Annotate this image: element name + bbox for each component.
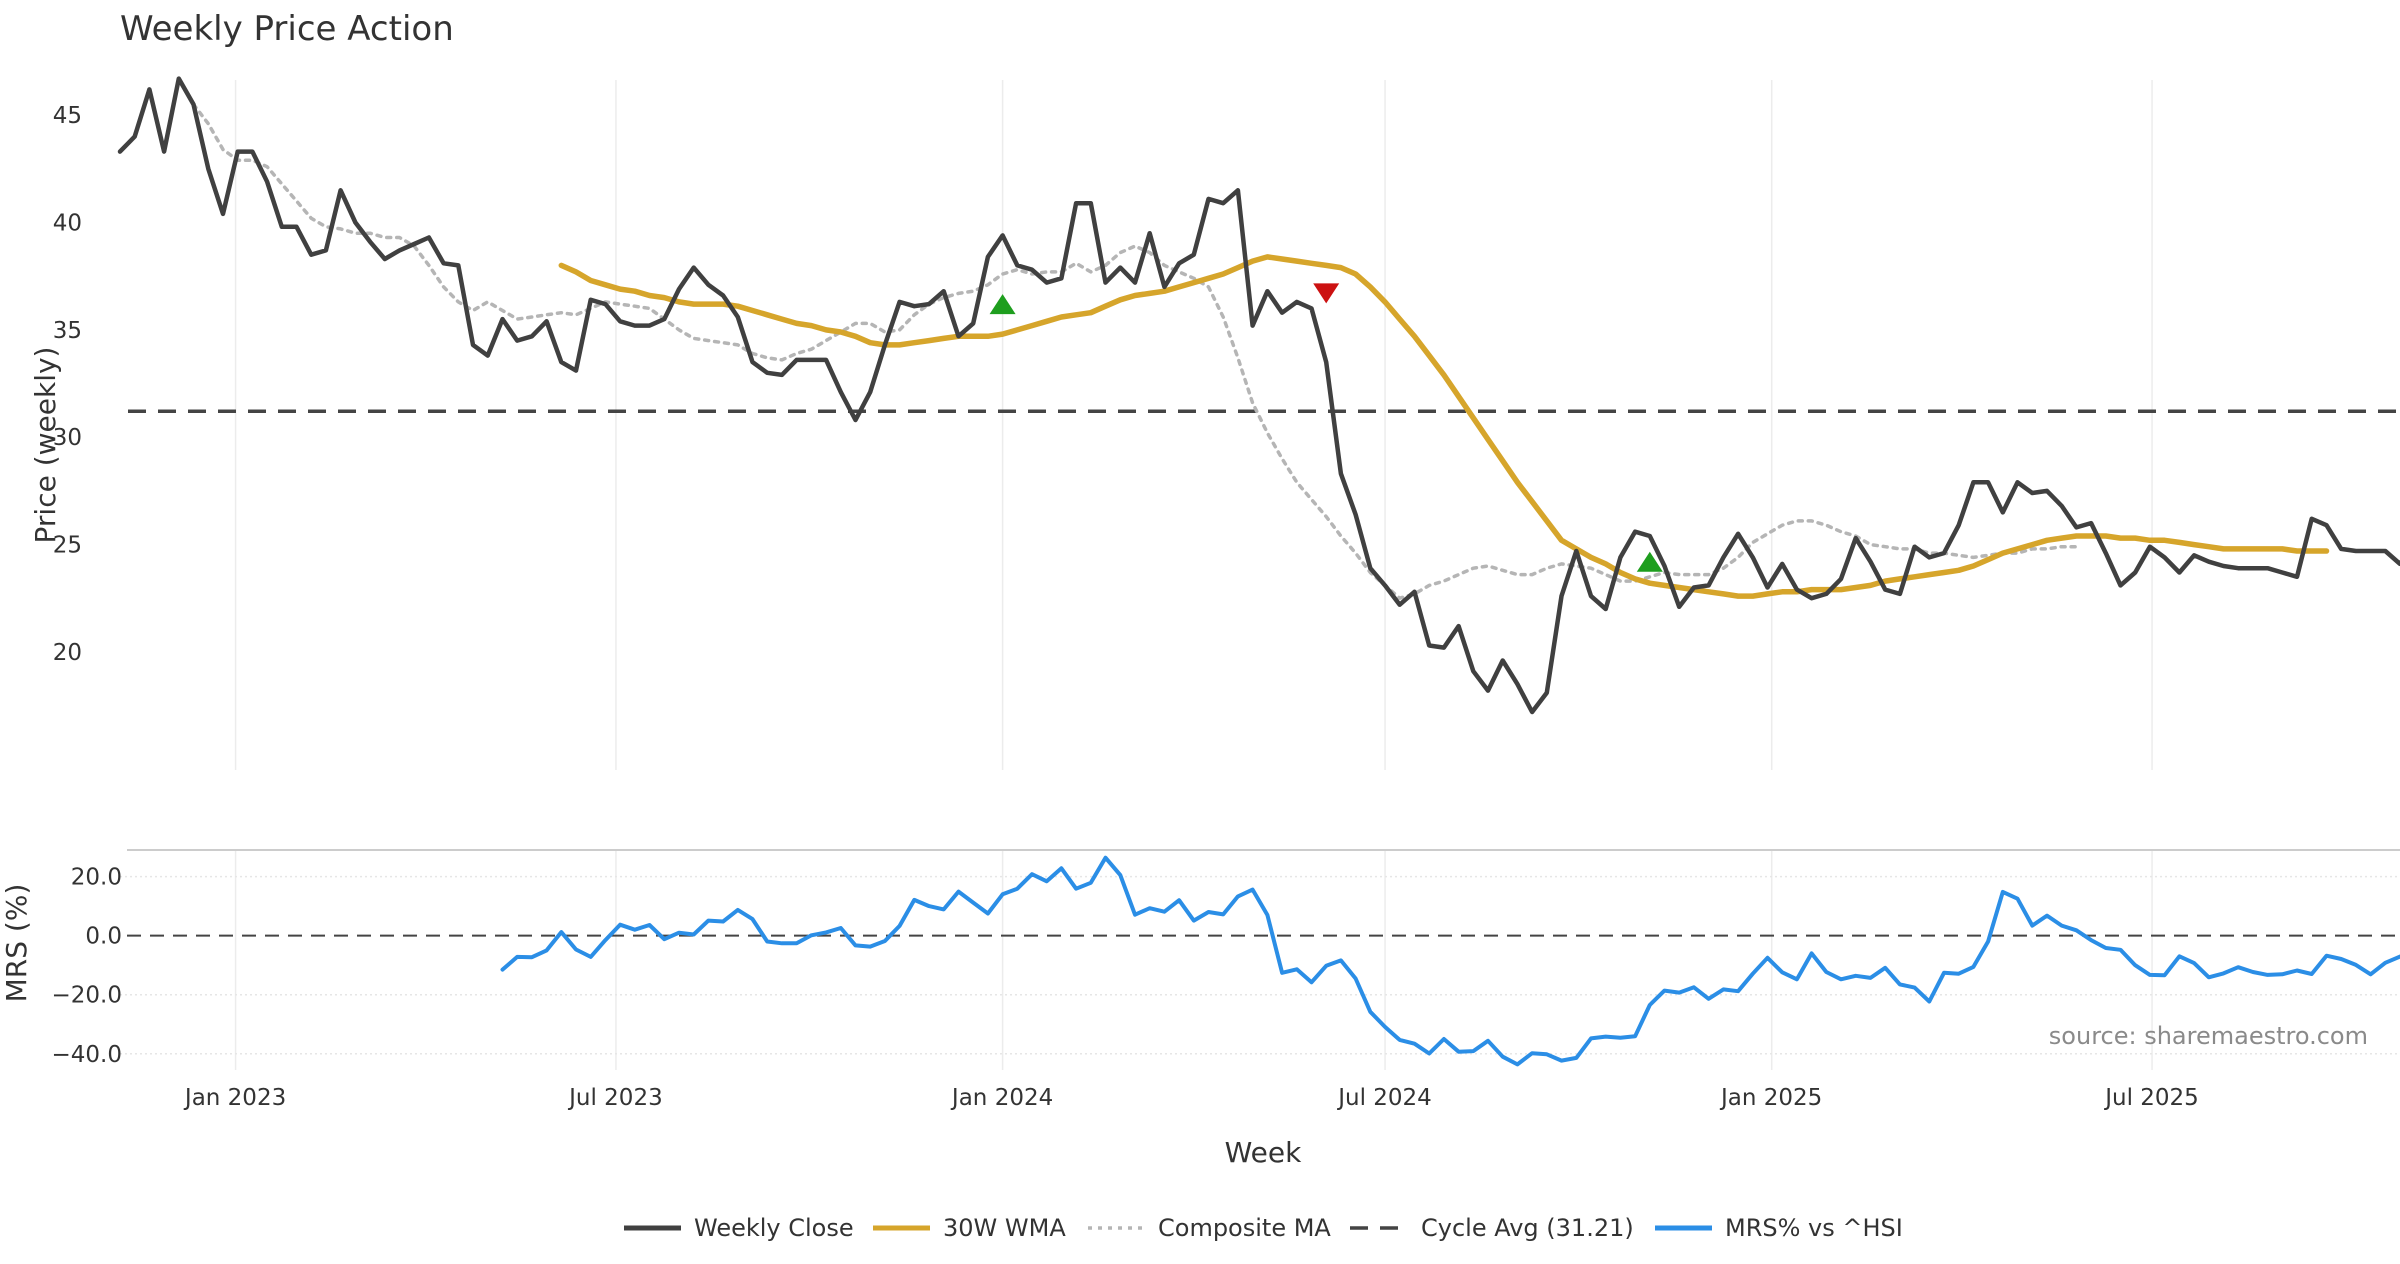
legend-label-weekly-close: Weekly Close	[694, 1214, 854, 1242]
x-tick-label: Jan 2025	[1719, 1085, 1822, 1111]
mrs-y-tick-label: 0.0	[85, 924, 122, 950]
price-y-tick-label: 45	[53, 103, 82, 129]
x-tick-label: Jul 2025	[2103, 1085, 2199, 1111]
mrs-y-tick-label: −20.0	[52, 983, 122, 1009]
price-y-tick-label: 20	[53, 640, 82, 666]
source-label: source: sharemaestro.com	[2049, 1022, 2368, 1050]
x-tick-label: Jul 2024	[1336, 1085, 1432, 1111]
x-axis-title: Week	[1225, 1136, 1302, 1169]
price-y-tick-label: 40	[53, 211, 82, 237]
legend-label-cycle-avg-31-21: Cycle Avg (31.21)	[1421, 1214, 1634, 1242]
x-tick-label: Jul 2023	[567, 1085, 663, 1111]
mrs-axis-title: MRS (%)	[0, 884, 33, 1003]
legend-label-30w-wma: 30W WMA	[943, 1214, 1066, 1242]
mrs-y-tick-label: −40.0	[52, 1042, 122, 1068]
chart-title: Weekly Price Action	[120, 9, 454, 49]
legend-label-composite-ma: Composite MA	[1158, 1214, 1331, 1242]
mrs-y-tick-label: 20.0	[71, 865, 122, 891]
legend-label-mrs-vs-hsi: MRS% vs ^HSI	[1725, 1214, 1903, 1242]
price-y-tick-label: 35	[53, 318, 82, 344]
x-tick-label: Jan 2024	[950, 1085, 1053, 1111]
price-axis-title: Price (weekly)	[29, 347, 62, 544]
x-tick-label: Jan 2023	[183, 1085, 286, 1111]
